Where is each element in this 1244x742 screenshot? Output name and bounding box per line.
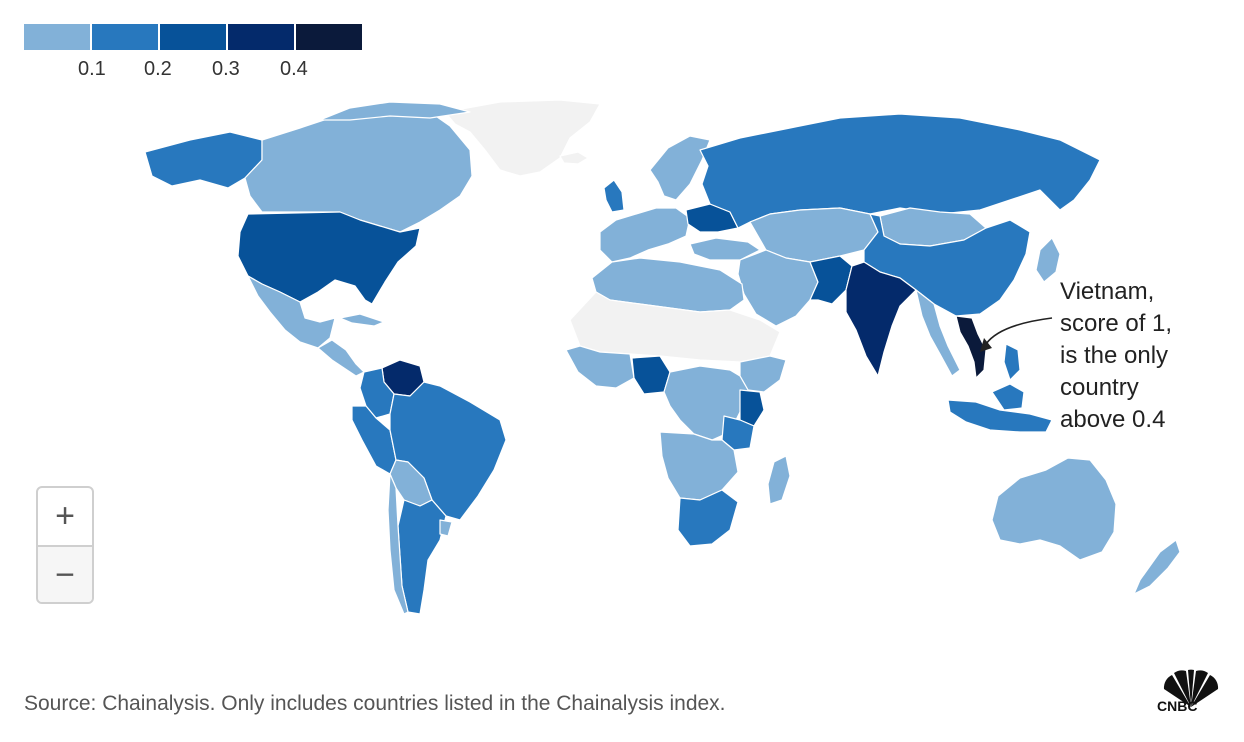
region-turkey[interactable] <box>689 237 761 261</box>
region-myanmar[interactable] <box>915 289 961 377</box>
annotation-line: country <box>1060 374 1139 401</box>
region-ethiopia[interactable] <box>739 355 787 393</box>
legend-tick: 0.4 <box>280 58 308 80</box>
legend-swatch <box>228 24 294 50</box>
region-madagascar[interactable] <box>767 455 791 505</box>
legend-tick: 0.2 <box>144 58 172 80</box>
legend-swatch <box>296 24 362 50</box>
color-legend: 0.1 0.2 0.3 0.4 <box>24 24 364 84</box>
region-central-america[interactable] <box>317 339 365 377</box>
region-japan[interactable] <box>1035 237 1061 283</box>
region-new-zealand[interactable] <box>1133 539 1181 595</box>
region-chile[interactable] <box>387 473 409 615</box>
source-note: Source: Chainalysis. Only includes count… <box>24 692 726 715</box>
region-iceland[interactable] <box>559 151 589 165</box>
region-alaska[interactable] <box>144 131 263 189</box>
annotation-line: above 0.4 <box>1060 406 1166 433</box>
annotation-arrowhead <box>980 338 992 352</box>
region-cuba[interactable] <box>339 313 385 327</box>
legend-tick: 0.1 <box>78 58 106 80</box>
region-southern-africa[interactable] <box>659 431 739 501</box>
legend-swatch <box>160 24 226 50</box>
region-middle-east[interactable] <box>737 249 819 327</box>
region-australia[interactable] <box>991 457 1117 561</box>
region-south-africa[interactable] <box>677 489 739 547</box>
annotation-line: score of 1, <box>1060 310 1173 337</box>
region-russia[interactable] <box>699 113 1101 229</box>
region-brazil[interactable] <box>389 381 507 521</box>
region-vietnam[interactable] <box>955 315 987 379</box>
world-map[interactable] <box>0 90 1244 650</box>
region-nigeria[interactable] <box>631 355 671 395</box>
legend-swatch <box>24 24 90 50</box>
annotation-arrow <box>985 317 1053 345</box>
region-india[interactable] <box>845 261 917 377</box>
annotation-line: Vietnam, <box>1060 278 1155 305</box>
annotation-line: is the only <box>1060 342 1169 369</box>
region-indonesia[interactable] <box>947 399 1053 433</box>
region-pakistan[interactable] <box>809 255 853 305</box>
region-uk[interactable] <box>603 179 625 213</box>
region-kenya[interactable] <box>739 389 765 427</box>
cnbc-wordmark: CNBC <box>1157 698 1198 714</box>
zoom-in-button[interactable]: + <box>55 497 75 535</box>
region-canada-islands[interactable] <box>319 101 471 121</box>
region-borneo[interactable] <box>991 383 1025 411</box>
zoom-out-button[interactable]: − <box>38 545 92 602</box>
region-argentina[interactable] <box>397 499 447 615</box>
vietnam-annotation: Vietnam, score of 1, is the only country… <box>1060 276 1172 436</box>
legend-tick: 0.3 <box>212 58 240 80</box>
legend-swatch <box>92 24 158 50</box>
region-scandinavia[interactable] <box>649 135 711 201</box>
zoom-control: + − <box>36 486 94 604</box>
region-west-europe[interactable] <box>599 207 691 263</box>
region-philippines[interactable] <box>1003 343 1021 381</box>
region-greenland[interactable] <box>444 99 601 177</box>
region-mexico[interactable] <box>247 275 336 349</box>
cnbc-peacock-logo <box>1163 669 1219 707</box>
region-uruguay[interactable] <box>439 519 453 537</box>
